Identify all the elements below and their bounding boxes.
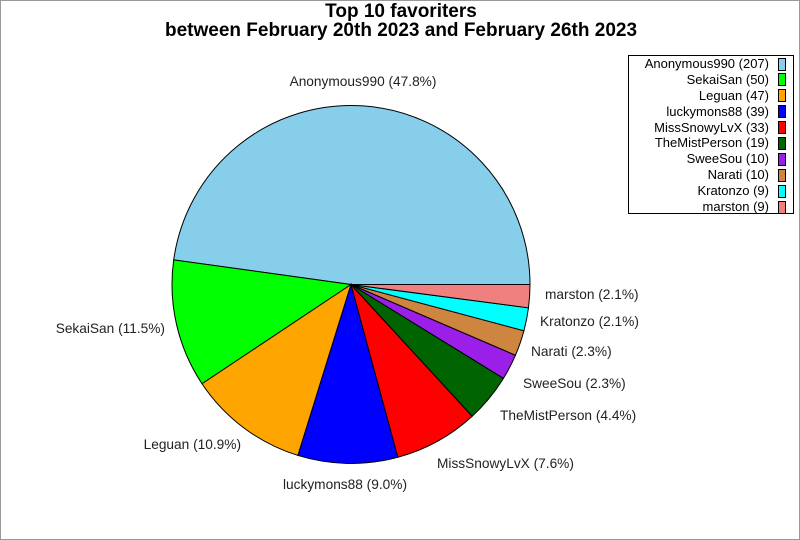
svg-text:MissSnowyLvX (7.6%): MissSnowyLvX (7.6%) <box>437 456 574 471</box>
svg-text:Narati (2.3%): Narati (2.3%) <box>531 344 612 359</box>
svg-text:marston (2.1%): marston (2.1%) <box>545 287 639 302</box>
svg-text:luckymons88 (9.0%): luckymons88 (9.0%) <box>283 477 407 492</box>
svg-text:Anonymous990 (47.8%): Anonymous990 (47.8%) <box>290 74 437 89</box>
svg-text:Leguan (10.9%): Leguan (10.9%) <box>144 437 241 452</box>
svg-text:SweeSou (2.3%): SweeSou (2.3%) <box>523 376 626 391</box>
svg-text:SekaiSan (11.5%): SekaiSan (11.5%) <box>56 321 165 336</box>
svg-text:TheMistPerson (4.4%): TheMistPerson (4.4%) <box>500 408 636 423</box>
svg-text:Kratonzo (2.1%): Kratonzo (2.1%) <box>540 314 639 329</box>
